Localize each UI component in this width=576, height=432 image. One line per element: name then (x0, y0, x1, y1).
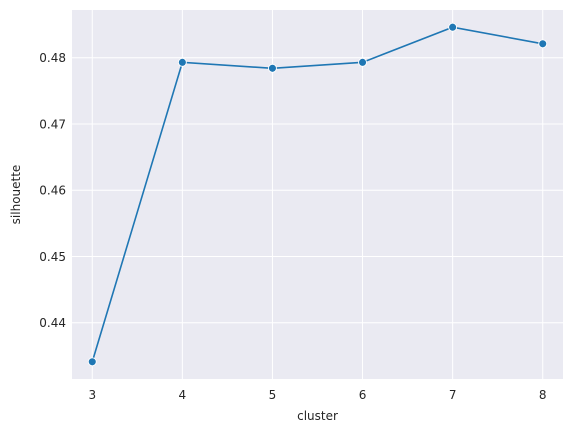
x-tick-label: 7 (449, 388, 457, 402)
data-point (177, 57, 187, 67)
data-point (538, 39, 548, 49)
data-points (87, 22, 548, 367)
x-tick-label: 6 (359, 388, 367, 402)
y-tick-labels: 0.44 0.45 0.46 0.47 0.48 (39, 51, 66, 330)
plot-area (72, 10, 563, 379)
series-line (91, 26, 543, 363)
x-tick-label: 5 (269, 388, 277, 402)
y-tick-label: 0.45 (39, 250, 66, 264)
x-tick-label: 8 (539, 388, 547, 402)
y-tick-label: 0.44 (39, 316, 66, 330)
x-tick-label: 4 (179, 388, 187, 402)
y-tick-label: 0.48 (39, 51, 66, 65)
x-tick-label: 3 (88, 388, 96, 402)
data-point (448, 22, 458, 32)
data-point (358, 57, 367, 67)
y-axis-label: silhouette (9, 165, 23, 225)
x-tick-labels: 3 4 5 6 7 8 (88, 388, 546, 402)
data-point (87, 357, 97, 367)
x-axis-label: cluster (297, 409, 338, 423)
y-tick-label: 0.46 (39, 184, 66, 198)
data-point (268, 63, 277, 73)
y-tick-label: 0.47 (39, 117, 66, 131)
